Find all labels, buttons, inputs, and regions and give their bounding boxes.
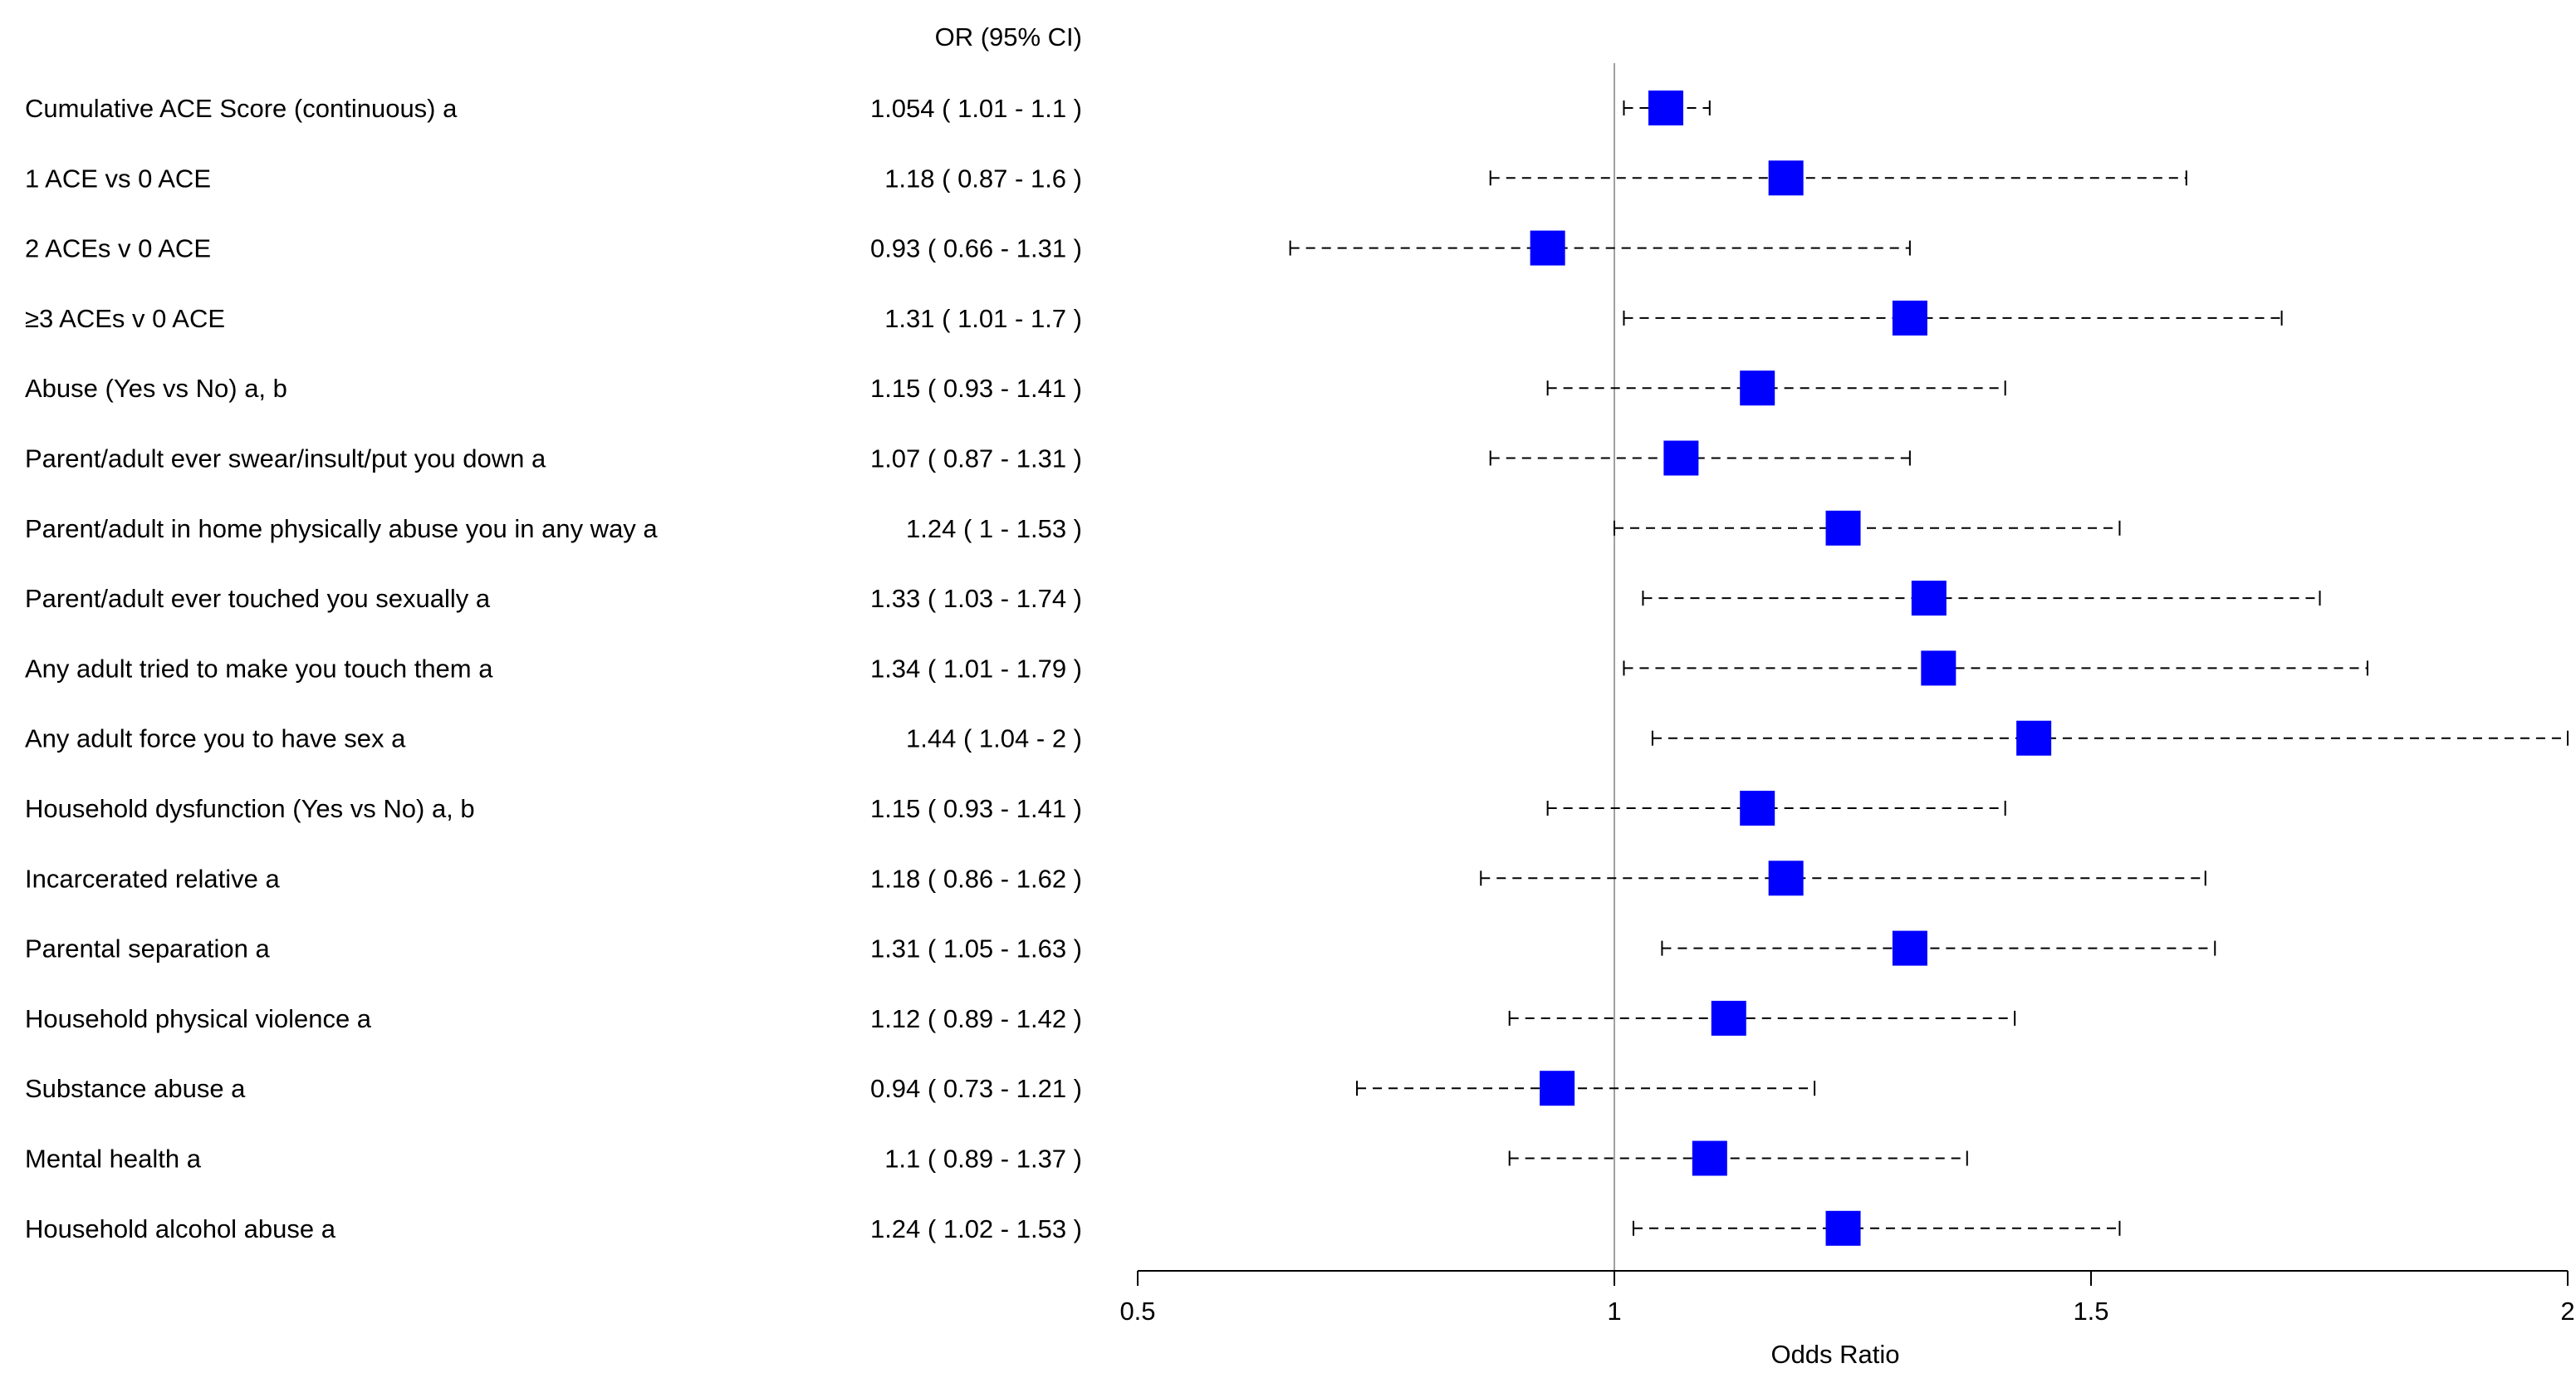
or-marker	[1825, 1210, 1861, 1246]
row-label: Any adult tried to make you touch them a	[25, 654, 493, 683]
row-label: Parent/adult ever swear/insult/put you d…	[25, 444, 546, 473]
or-marker	[1825, 510, 1861, 546]
row-label: 2 ACEs v 0 ACE	[25, 234, 211, 263]
row-label: Parent/adult ever touched you sexually a	[25, 584, 491, 613]
row-ci-text: 1.44 ( 1.04 - 2 )	[906, 724, 1082, 753]
or-marker	[1540, 1071, 1575, 1106]
or-marker	[1892, 930, 1927, 966]
or-marker	[1692, 1140, 1727, 1176]
x-axis-title: Odds Ratio	[1770, 1340, 1899, 1369]
row-label: Household physical violence a	[25, 1004, 372, 1033]
ci-text-column: OR (95% CI) 1.054 ( 1.01 - 1.1 ) 1.18 ( 0…	[870, 22, 1082, 1243]
row-label: Substance abuse a	[25, 1074, 246, 1103]
row-ci-text: 1.34 ( 1.01 - 1.79 )	[870, 654, 1082, 683]
or-marker	[1663, 440, 1699, 476]
row-label: Any adult force you to have sex a	[25, 724, 406, 753]
x-tick-label: 2	[2560, 1297, 2574, 1326]
row-label: Household dysfunction (Yes vs No) a, b	[25, 794, 475, 823]
plot-marks	[1289, 91, 2569, 1246]
row-label: 1 ACE vs 0 ACE	[25, 164, 211, 193]
or-marker	[1768, 861, 1804, 896]
or-marker	[2016, 720, 2052, 756]
or-marker	[1892, 300, 1927, 336]
x-tick-label: 1	[1607, 1297, 1621, 1326]
row-ci-text: 1.15 ( 0.93 - 1.41 )	[870, 794, 1082, 823]
row-ci-text: 1.07 ( 0.87 - 1.31 )	[870, 444, 1082, 473]
row-ci-text: 1.18 ( 0.87 - 1.6 )	[884, 164, 1082, 193]
row-label: Parental separation a	[25, 934, 270, 964]
row-ci-text: 1.15 ( 0.93 - 1.41 )	[870, 374, 1082, 403]
row-ci-text: 1.33 ( 1.03 - 1.74 )	[870, 584, 1082, 613]
row-ci-text: 1.31 ( 1.01 - 1.7 )	[884, 304, 1082, 333]
row-ci-text: 0.94 ( 0.73 - 1.21 )	[870, 1074, 1082, 1103]
or-marker	[1530, 230, 1565, 266]
row-ci-text: 1.054 ( 1.01 - 1.1 )	[870, 94, 1082, 123]
row-ci-text: 1.31 ( 1.05 - 1.63 )	[870, 934, 1082, 964]
ci-column-header: OR (95% CI)	[935, 22, 1082, 51]
or-marker	[1768, 160, 1804, 196]
row-labels-column: Cumulative ACE Score (continuous) a 1 ACE…	[25, 94, 658, 1243]
row-label: ≥3 ACEs v 0 ACE	[25, 304, 225, 333]
row-label: Mental health a	[25, 1145, 202, 1174]
row-ci-text: 1.24 ( 1 - 1.53 )	[906, 514, 1082, 543]
or-marker	[1921, 650, 1956, 686]
row-label: Parent/adult in home physically abuse yo…	[25, 514, 658, 543]
x-axis: Odds Ratio 0.5 1 1.5 2	[1119, 1270, 2575, 1369]
row-label: Household alcohol abuse a	[25, 1214, 336, 1243]
row-ci-text: 1.24 ( 1.02 - 1.53 )	[870, 1214, 1082, 1243]
or-marker	[1711, 1000, 1746, 1036]
or-marker	[1740, 791, 1775, 826]
row-ci-text: 1.12 ( 0.89 - 1.42 )	[870, 1004, 1082, 1033]
or-marker	[1648, 91, 1683, 125]
x-tick-label: 1.5	[2073, 1297, 2108, 1326]
row-ci-text: 1.1 ( 0.89 - 1.37 )	[884, 1145, 1082, 1174]
row-ci-text: 0.93 ( 0.66 - 1.31 )	[870, 234, 1082, 263]
row-label: Incarcerated relative a	[25, 864, 280, 893]
or-marker	[1740, 370, 1775, 406]
row-label: Cumulative ACE Score (continuous) a	[25, 94, 458, 123]
row-ci-text: 1.18 ( 0.86 - 1.62 )	[870, 864, 1082, 893]
row-label: Abuse (Yes vs No) a, b	[25, 374, 287, 403]
x-tick-label: 0.5	[1119, 1297, 1155, 1326]
or-marker	[1911, 581, 1947, 616]
